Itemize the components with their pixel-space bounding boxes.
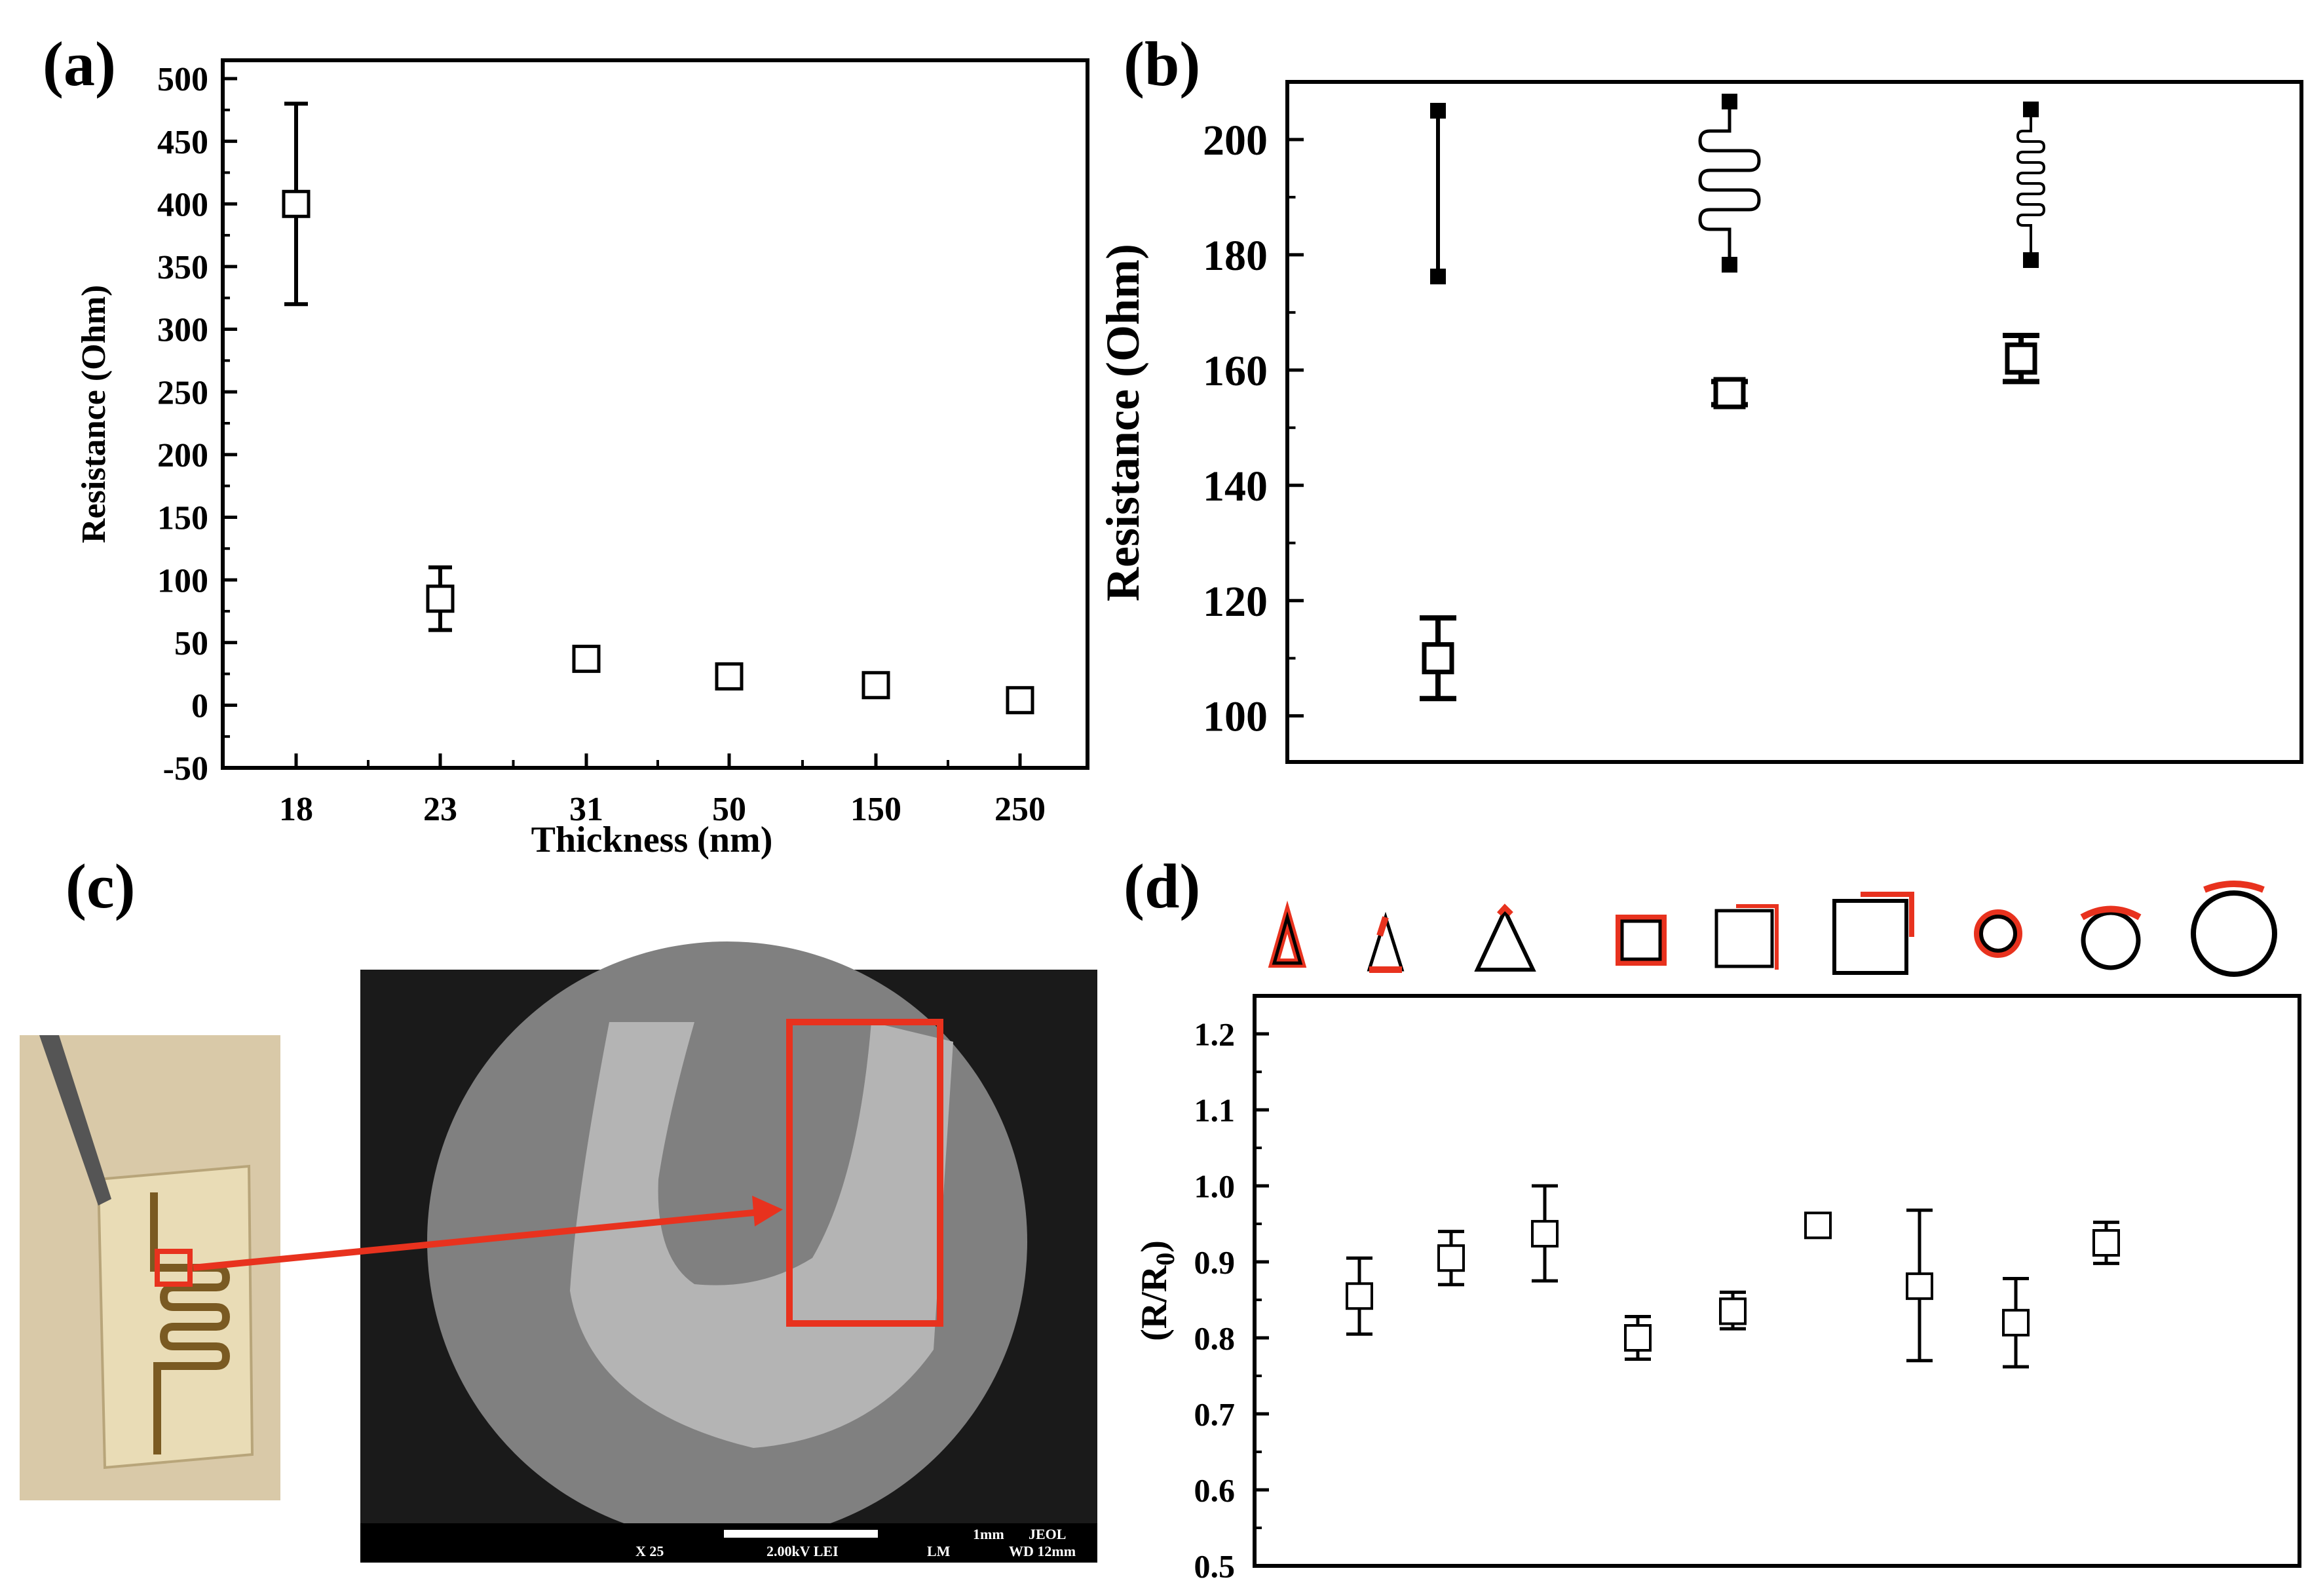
y-tick-label: 400 [157, 186, 208, 223]
shape-square-medium-icon [1714, 904, 1779, 970]
panel-label-d: (d) [1124, 851, 1200, 921]
chart-a: -50 0 50 100 150 200 250 300 350 400 450 500 18 23 31… [75, 58, 1089, 860]
y-tick-label: 0.9 [1194, 1244, 1236, 1281]
shape-triangle-small-icon [1268, 900, 1307, 968]
chart-d-frame [1253, 994, 2301, 1568]
y-tick-label: 200 [157, 437, 208, 474]
data-point [282, 189, 311, 218]
panel-label-a: (a) [43, 29, 116, 99]
pattern-wide-serpentine-icon [1698, 94, 1761, 273]
y-tick-label: 500 [157, 61, 208, 98]
panel-label-b: (b) [1124, 29, 1200, 99]
sem-wd: WD 12mm [1009, 1543, 1076, 1559]
y-tick-label: 0.8 [1194, 1320, 1236, 1357]
data-point [1531, 1220, 1559, 1248]
chart-d-ylabel-close: ) [1134, 1240, 1175, 1253]
y-tick-label: 0.6 [1194, 1472, 1236, 1509]
y-tick-label: 160 [1203, 347, 1268, 395]
sem-brand: JEOL [1029, 1526, 1066, 1542]
sem-mag: X 25 [635, 1543, 664, 1559]
y-tick-label: 0.7 [1194, 1396, 1236, 1433]
data-point [2002, 1308, 2030, 1337]
chart-a-frame [221, 58, 1089, 770]
data-point [426, 584, 455, 613]
data-point [1346, 1282, 1373, 1310]
data-point [1713, 377, 1746, 409]
x-tick-label: 50 [712, 791, 746, 828]
sem-voltage: 2.00kV LEI [766, 1543, 839, 1559]
data-point [1422, 642, 1454, 675]
chart-d: 0.5 0.6 0.7 0.8 0.9 1.0 1.1 1.2 (R/R0) [1134, 881, 2301, 1585]
chart-a-xlabel: Thickness (nm) [531, 820, 773, 860]
shape-triangle-medium-icon [1367, 911, 1405, 973]
y-tick-label: 50 [174, 625, 208, 662]
shape-circle-medium-icon [2080, 905, 2142, 970]
y-tick-label: 250 [157, 374, 208, 411]
x-tick-label: 23 [423, 791, 457, 828]
zoom-region-large [786, 1019, 943, 1327]
data-point [2005, 342, 2037, 375]
panel-c-images: 1mm JEOL X 25 2.00kV LEI LM WD 12mm [20, 941, 1097, 1563]
data-point [1906, 1272, 1933, 1301]
data-point [1804, 1211, 1832, 1240]
shape-triangle-large-icon [1474, 903, 1536, 972]
shape-square-large-icon [1832, 892, 1914, 975]
data-point [1437, 1244, 1465, 1272]
y-tick-label: 0.5 [1194, 1548, 1236, 1585]
y-tick-label: 150 [157, 500, 208, 537]
y-tick-label: 1.0 [1194, 1168, 1236, 1205]
chart-b-ylabel: Resistance (Ohm) [1097, 244, 1149, 601]
y-tick-label: 1.1 [1194, 1092, 1236, 1129]
x-tick-label: 18 [279, 791, 313, 828]
chart-b: 100 120 140 160 180 200 Resistance (Ohm) [1097, 80, 2303, 764]
y-tick-label: 0 [191, 688, 208, 725]
chart-d-ylabel-main: (R/R [1134, 1265, 1175, 1341]
data-point [1719, 1297, 1747, 1325]
x-tick-label: 250 [994, 791, 1046, 828]
chart-d-ylabel-sub: 0 [1150, 1253, 1180, 1266]
y-tick-label: -50 [163, 750, 208, 788]
zoom-region-small [155, 1249, 193, 1287]
x-tick-label: 31 [569, 791, 603, 828]
data-point [861, 671, 890, 700]
data-point [1624, 1324, 1652, 1352]
shape-square-small-icon [1616, 915, 1667, 966]
data-point [715, 662, 744, 691]
sem-mode: LM [927, 1543, 951, 1559]
y-tick-label: 100 [1203, 693, 1268, 741]
shape-circle-small-icon [1974, 909, 2022, 958]
sem-scale-label: 1mm [973, 1526, 1004, 1542]
y-tick-label: 120 [1203, 578, 1268, 626]
sem-image: 1mm JEOL X 25 2.00kV LEI LM WD 12mm [360, 941, 1097, 1563]
zoom-arrow [193, 1196, 783, 1271]
data-point [572, 645, 601, 674]
sensor-photo [20, 1035, 280, 1500]
y-tick-label: 300 [157, 312, 208, 349]
y-tick-label: 180 [1203, 232, 1268, 280]
chart-d-ylabel: (R/R0) [1134, 1240, 1180, 1341]
data-point [2092, 1229, 2120, 1257]
panel-label-c: (c) [66, 851, 136, 921]
y-tick-label: 140 [1203, 463, 1268, 510]
chart-a-ylabel: Resistance (Ohm) [75, 285, 113, 543]
pattern-narrow-serpentine-icon [2016, 102, 2046, 268]
y-tick-label: 1.2 [1194, 1016, 1236, 1053]
pattern-straight-icon [1430, 103, 1446, 284]
shape-circle-large-icon [2191, 881, 2277, 977]
data-point [1006, 686, 1034, 715]
y-tick-label: 200 [1203, 117, 1268, 164]
y-tick-label: 100 [157, 562, 208, 599]
y-tick-label: 350 [157, 249, 208, 286]
y-tick-label: 450 [157, 124, 208, 161]
chart-b-frame [1285, 80, 2303, 764]
x-tick-label: 150 [850, 791, 901, 828]
